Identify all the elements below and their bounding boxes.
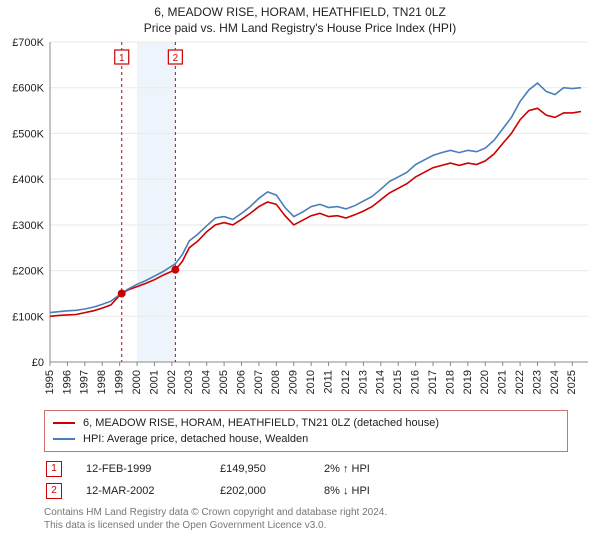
- legend: 6, MEADOW RISE, HORAM, HEATHFIELD, TN21 …: [44, 410, 568, 452]
- svg-text:2003: 2003: [183, 370, 195, 394]
- svg-text:2022: 2022: [514, 370, 526, 394]
- svg-text:2011: 2011: [322, 370, 334, 394]
- svg-text:2008: 2008: [270, 370, 282, 394]
- svg-text:£700K: £700K: [12, 37, 44, 49]
- svg-text:2006: 2006: [235, 370, 247, 394]
- svg-text:2018: 2018: [444, 370, 456, 394]
- legend-swatch-blue: [53, 438, 75, 440]
- price-chart: £0 £100K £200K £300K £400K £500K £600K £700K 199…: [0, 36, 600, 406]
- legend-item-hpi: HPI: Average price, detached house, Weal…: [53, 431, 559, 447]
- title-subtitle: Price paid vs. HM Land Registry's House …: [0, 20, 600, 36]
- svg-text:2010: 2010: [305, 370, 317, 394]
- event-row-1: 1 12-FEB-1999 £149,950 2% ↑ HPI: [44, 458, 568, 480]
- svg-text:1996: 1996: [61, 370, 73, 394]
- svg-text:2021: 2021: [497, 370, 509, 394]
- event-price-1: £149,950: [220, 463, 300, 475]
- svg-text:1999: 1999: [114, 370, 126, 394]
- legend-label-property: 6, MEADOW RISE, HORAM, HEATHFIELD, TN21 …: [83, 415, 439, 431]
- svg-text:2017: 2017: [427, 370, 439, 394]
- svg-text:2015: 2015: [392, 370, 404, 394]
- svg-text:2014: 2014: [375, 370, 387, 394]
- event-delta-1: 2% ↑ HPI: [324, 463, 370, 475]
- event-price-2: £202,000: [220, 485, 300, 497]
- event-row-2: 2 12-MAR-2002 £202,000 8% ↓ HPI: [44, 480, 568, 502]
- svg-text:2001: 2001: [148, 370, 160, 394]
- event-date-2: 12-MAR-2002: [86, 485, 196, 497]
- svg-text:2013: 2013: [357, 370, 369, 394]
- footnote-line2: This data is licensed under the Open Gov…: [44, 519, 568, 532]
- svg-text:2019: 2019: [462, 370, 474, 394]
- svg-text:2007: 2007: [253, 370, 265, 394]
- svg-text:1997: 1997: [79, 370, 91, 394]
- footnote-line1: Contains HM Land Registry data © Crown c…: [44, 506, 568, 519]
- svg-text:£500K: £500K: [12, 128, 44, 140]
- chart-svg: £0 £100K £200K £300K £400K £500K £600K £700K 199…: [0, 36, 600, 406]
- svg-text:2020: 2020: [479, 370, 491, 394]
- event-delta-2: 8% ↓ HPI: [324, 485, 370, 497]
- svg-text:2004: 2004: [201, 370, 213, 394]
- svg-text:£100K: £100K: [12, 311, 44, 323]
- legend-item-property: 6, MEADOW RISE, HORAM, HEATHFIELD, TN21 …: [53, 415, 559, 431]
- svg-text:£300K: £300K: [12, 220, 44, 232]
- svg-text:2009: 2009: [288, 370, 300, 394]
- svg-text:2005: 2005: [218, 370, 230, 394]
- svg-text:£400K: £400K: [12, 174, 44, 186]
- chart-header: 6, MEADOW RISE, HORAM, HEATHFIELD, TN21 …: [0, 0, 600, 36]
- svg-text:2012: 2012: [340, 370, 352, 394]
- svg-text:2025: 2025: [566, 370, 578, 394]
- footnote: Contains HM Land Registry data © Crown c…: [44, 502, 568, 532]
- event-marker-1: 1: [46, 461, 62, 477]
- svg-text:2024: 2024: [549, 370, 561, 394]
- svg-text:2: 2: [173, 53, 179, 64]
- legend-label-hpi: HPI: Average price, detached house, Weal…: [83, 431, 308, 447]
- event-marker-2: 2: [46, 483, 62, 499]
- svg-text:2002: 2002: [166, 370, 178, 394]
- svg-text:£0: £0: [32, 357, 44, 369]
- svg-text:£200K: £200K: [12, 266, 44, 278]
- svg-text:1998: 1998: [96, 370, 108, 394]
- svg-text:1: 1: [119, 53, 125, 64]
- svg-text:1995: 1995: [44, 370, 56, 394]
- legend-swatch-red: [53, 422, 75, 424]
- event-date-1: 12-FEB-1999: [86, 463, 196, 475]
- svg-text:2000: 2000: [131, 370, 143, 394]
- svg-text:2016: 2016: [410, 370, 422, 394]
- title-address: 6, MEADOW RISE, HORAM, HEATHFIELD, TN21 …: [0, 4, 600, 20]
- svg-text:2023: 2023: [531, 370, 543, 394]
- svg-text:£600K: £600K: [12, 83, 44, 95]
